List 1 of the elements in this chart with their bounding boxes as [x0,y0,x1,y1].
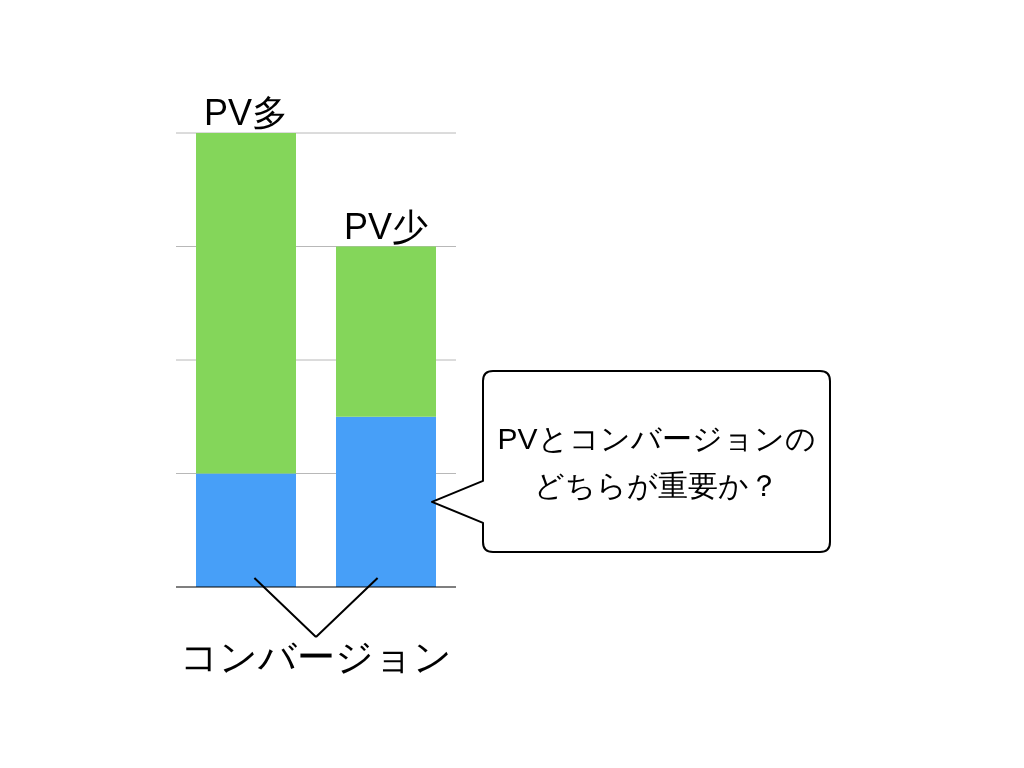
annotation: PVとコンバージョンのどちらが重要か？ [497,421,816,502]
